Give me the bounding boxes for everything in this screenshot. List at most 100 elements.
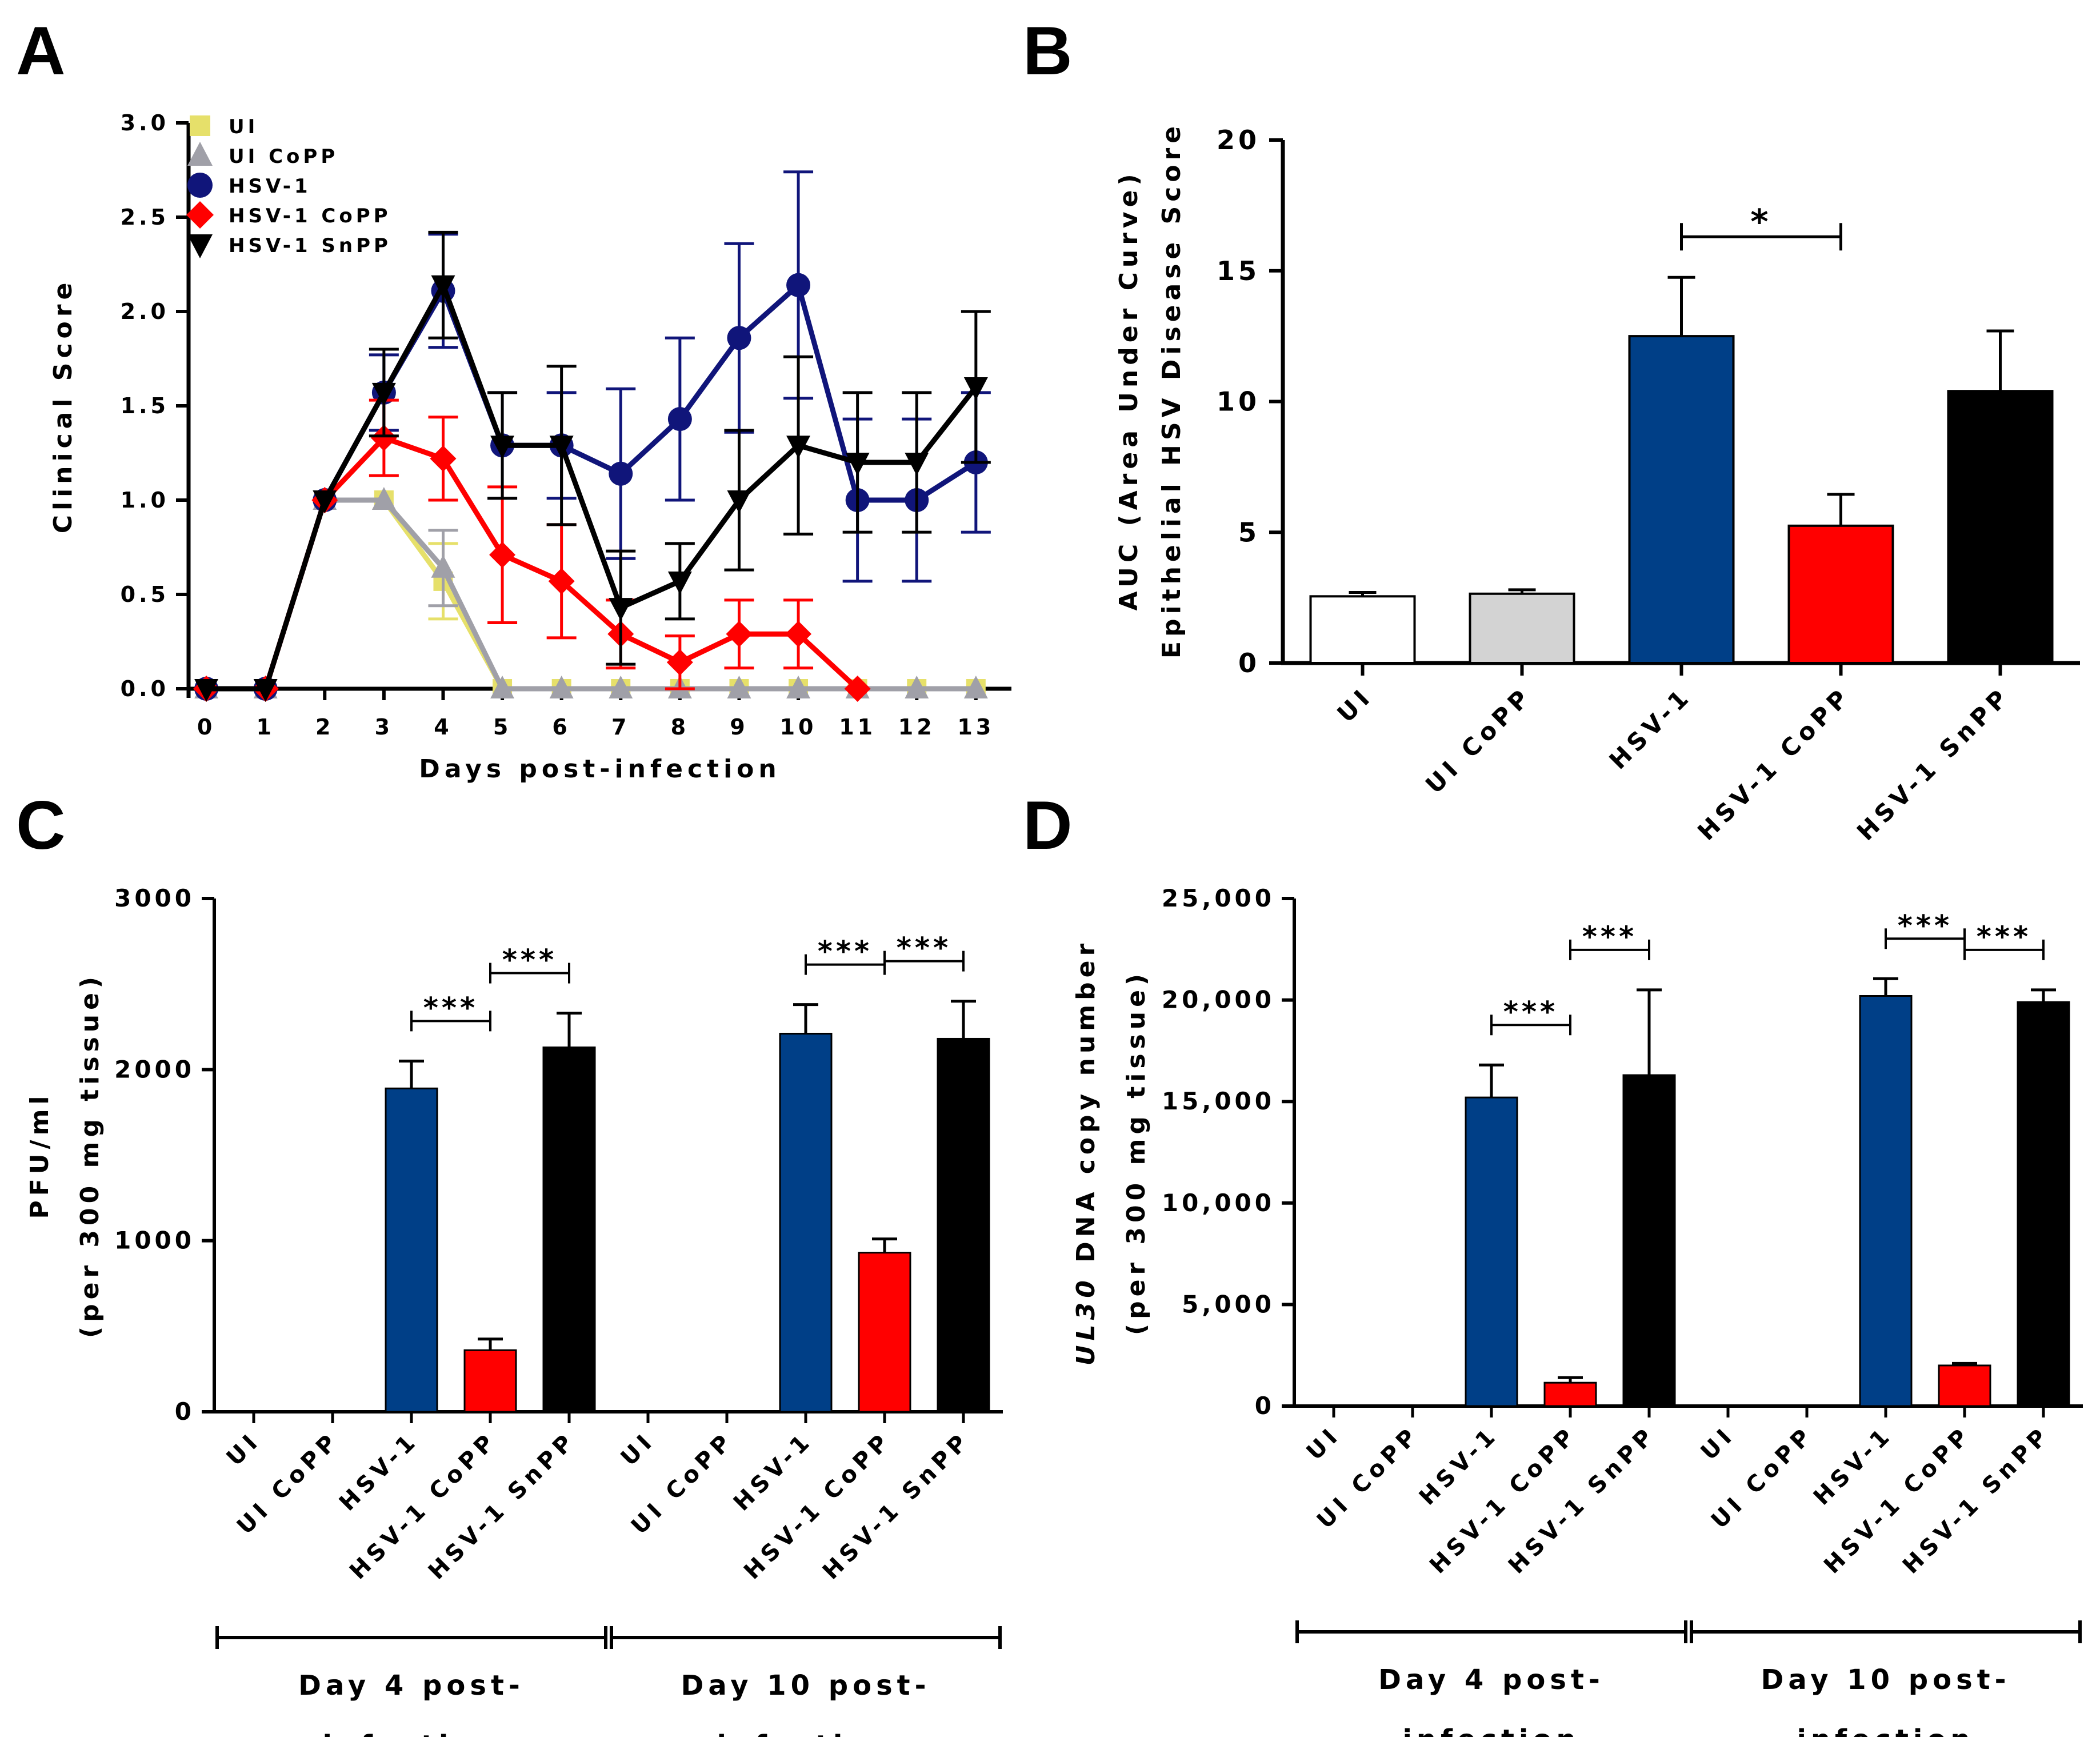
data-point [370, 425, 397, 452]
data-point [194, 679, 219, 702]
significance-label: *** [1977, 920, 2031, 953]
bar-hsv-1-snpp [1622, 1074, 1676, 1407]
bar-ui [1309, 595, 1416, 665]
y-tick-label: 2.0 [121, 299, 169, 324]
x-tick-label: 6 [552, 714, 570, 740]
x-tick-label: UI CoPP [1420, 681, 1537, 798]
series-hsv-1-copp [193, 398, 871, 702]
y-axis-title-line1: PFU/ml [25, 1091, 54, 1219]
x-tick-label: 0 [197, 714, 215, 740]
x-tick-label: UI [616, 1427, 660, 1471]
data-point [549, 436, 574, 459]
y-tick-label: 3.0 [121, 110, 169, 135]
y-tick-label: 0.5 [121, 582, 169, 607]
y-tick-label: 0.0 [121, 676, 169, 701]
significance-label: * [1750, 202, 1771, 242]
data-point [187, 173, 213, 198]
panel-letter-c: C [16, 787, 66, 864]
x-tick-label: HSV-1 CoPP [1692, 681, 1856, 845]
data-point [430, 445, 457, 472]
y-tick-label: 10 [1217, 386, 1260, 417]
y-axis-title-line1: UL30 DNA copy number [1071, 939, 1101, 1365]
data-point [186, 201, 214, 229]
bar-hsv-1-copp [1938, 1364, 1991, 1407]
x-tick-label: 12 [898, 714, 935, 740]
panel-a: A 0.00.51.01.52.02.53.00 1 2 3 4 5 6 7 8 9 10 11 12 1… [16, 13, 1011, 784]
x-tick-label: HSV-1 SnPP [818, 1427, 975, 1585]
group-label: infection [1402, 1724, 1580, 1737]
data-point [666, 649, 693, 676]
data-point [371, 487, 396, 510]
y-tick-label: 1.0 [121, 488, 169, 513]
group-label: infection [1797, 1724, 1974, 1737]
significance-label: *** [897, 932, 951, 965]
x-tick-label: 13 [957, 714, 994, 740]
x-tick-label: UI [1696, 1421, 1740, 1466]
bar-hsv-1 [779, 1032, 833, 1413]
y-axis-title-line2: (per 300 mg tissue) [1122, 969, 1151, 1335]
x-tick-label: HSV-1 CoPP [345, 1427, 502, 1585]
x-tick-label: 8 [671, 714, 689, 740]
legend-label: HSV-1 [229, 175, 311, 198]
bar-hsv-1-copp [1787, 524, 1894, 664]
data-point [727, 326, 751, 350]
data-point [190, 115, 210, 136]
bar-hsv-1 [1465, 1096, 1518, 1407]
y-axis-title-line1: AUC (Area Under Curve) [1114, 169, 1143, 610]
bar-hsv-1 [1628, 335, 1735, 664]
group-label: Day 4 post- [1378, 1664, 1605, 1696]
x-tick-label: 10 [780, 714, 817, 740]
data-point [726, 621, 753, 648]
y-tick-label: 0 [1238, 648, 1260, 678]
x-tick-label: 7 [611, 714, 630, 740]
data-point [667, 407, 692, 432]
y-tick-label: 2.5 [121, 205, 169, 230]
x-tick-label: HSV-1 CoPP [739, 1427, 897, 1585]
data-point [786, 676, 811, 698]
panel-letter-d: D [1023, 787, 1073, 864]
bar-hsv-1-copp [463, 1349, 517, 1413]
y-tick-label: 0 [1255, 1392, 1275, 1420]
y-axis-title-rest: DNA copy number [1071, 939, 1101, 1276]
data-point [187, 234, 213, 258]
panel-b: B 0 5 10 15 20 AUC (Area Under Curve) Epitheli… [1023, 13, 2080, 846]
y-tick-label: 2000 [114, 1055, 195, 1083]
y-tick-label: 0 [175, 1397, 195, 1425]
x-tick-label: HSV-1 CoPP [1425, 1421, 1582, 1579]
y-tick-label: 25,000 [1162, 884, 1275, 912]
y-tick-label: 1000 [114, 1227, 195, 1255]
series-line [206, 282, 978, 692]
series-hsv-1-snpp [194, 230, 991, 702]
bar-hsv-1-copp [1543, 1381, 1597, 1407]
y-tick-label: 15 [1217, 255, 1260, 286]
data-point [548, 568, 575, 594]
data-point [431, 275, 455, 298]
bar-hsv-1-snpp [542, 1046, 596, 1413]
legend: UI UI CoPP HSV-1 HSV-1 CoPP HSV-1 SnPP [186, 115, 388, 258]
data-point [905, 453, 929, 476]
data-point [490, 676, 515, 698]
x-tick-label: 4 [434, 714, 452, 740]
bar-hsv-1 [385, 1087, 438, 1413]
bar-hsv-1-snpp [937, 1037, 990, 1413]
data-point [489, 541, 516, 568]
x-tick-label: UI [222, 1427, 266, 1471]
y-tick-label: 20,000 [1162, 986, 1275, 1014]
data-point [187, 142, 213, 166]
group-label: Day 4 post- [298, 1670, 525, 1702]
data-point [609, 676, 633, 698]
y-axis-title-line2: Epithelial HSV Disease Score [1157, 122, 1186, 658]
group-label: Day 10 post- [681, 1670, 930, 1702]
y-tick-label: 1.5 [121, 393, 169, 418]
y-tick-label: 20 [1217, 125, 1260, 155]
y-tick-label: 10,000 [1162, 1189, 1275, 1217]
x-tick-label: HSV-1 SnPP [1503, 1421, 1661, 1579]
series-ui-copp [194, 487, 988, 698]
x-tick-label: 2 [315, 714, 334, 740]
x-tick-label: 3 [375, 714, 393, 740]
x-tick-label: HSV-1 [1604, 681, 1697, 774]
